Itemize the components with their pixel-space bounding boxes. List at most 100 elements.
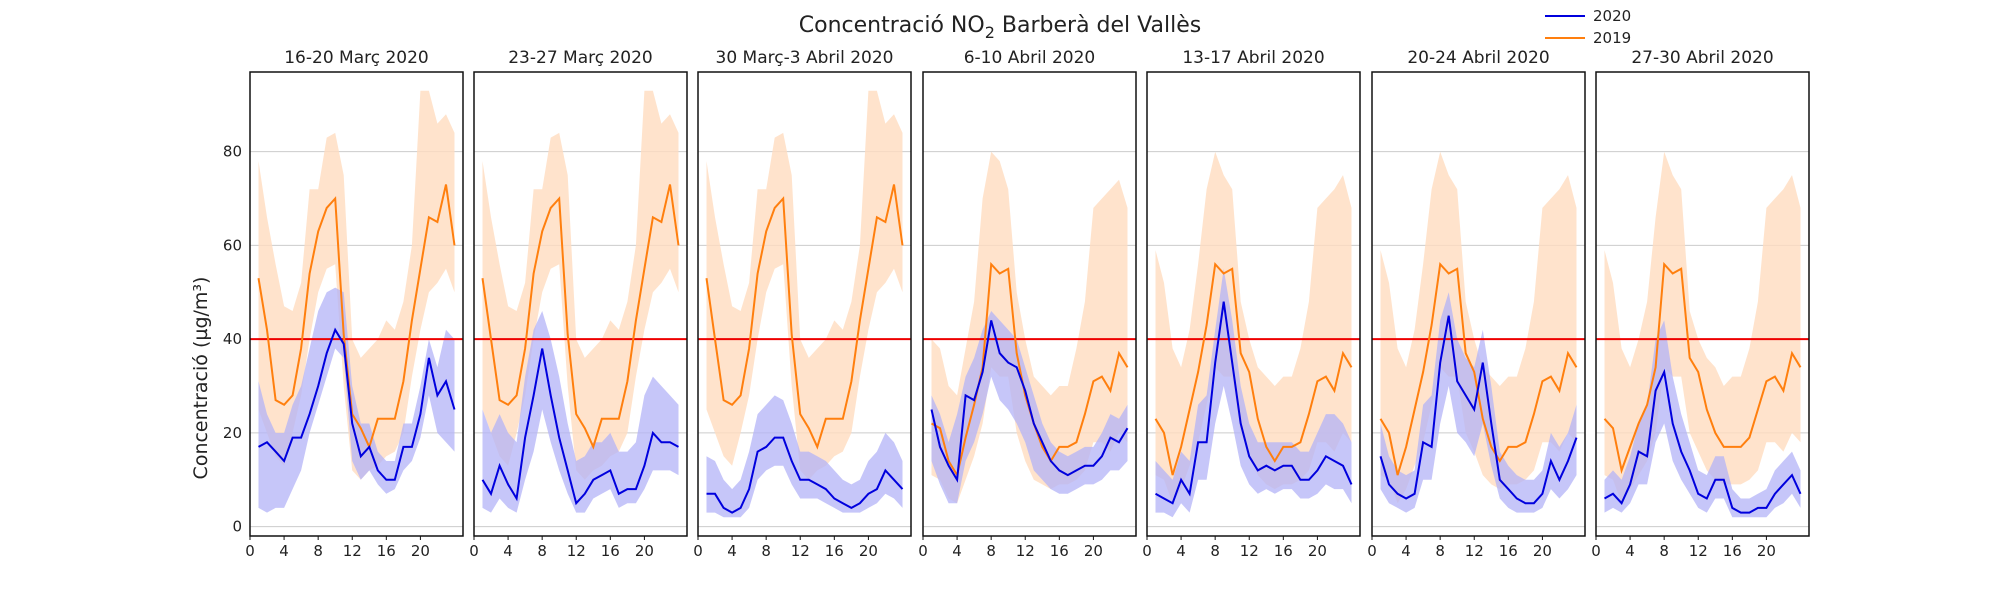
panel-title: 20-24 Abril 2020 (1407, 48, 1549, 68)
x-tick-label: 8 (313, 542, 323, 560)
x-tick-label: 12 (1240, 542, 1259, 560)
panel-title: 30 Març-3 Abril 2020 (716, 48, 894, 68)
x-tick-label: 20 (1533, 542, 1552, 560)
x-tick-label: 0 (918, 542, 928, 560)
x-tick-label: 0 (1142, 542, 1152, 560)
x-tick-label: 12 (1689, 542, 1708, 560)
band-2020 (1380, 292, 1577, 513)
x-tick-label: 0 (1367, 542, 1377, 560)
x-tick-label: 4 (503, 542, 513, 560)
x-tick-label: 8 (1210, 542, 1220, 560)
x-tick-label: 20 (411, 542, 430, 560)
panel-frame (473, 71, 688, 537)
series-line-2019 (1603, 261, 1802, 475)
x-tick-label: 8 (1435, 542, 1445, 560)
y-tick-label: 80 (223, 143, 242, 161)
x-tick-label: 16 (377, 542, 396, 560)
x-tick-label: 8 (1659, 542, 1669, 560)
series-line-2020 (930, 320, 1129, 483)
x-tick-label: 8 (986, 542, 996, 560)
panel-4: 6-10 Abril 2020 0 4 8 12 16 20 (918, 48, 1137, 560)
x-tick-label: 20 (1757, 542, 1776, 560)
x-tick-label: 12 (791, 542, 810, 560)
x-tick-label: 4 (1401, 542, 1411, 560)
series-line-2020 (1379, 315, 1578, 505)
x-tick-label: 16 (1274, 542, 1293, 560)
x-tick-label: 0 (693, 542, 703, 560)
band-2020 (1155, 268, 1352, 518)
x-tick-label: 12 (567, 542, 586, 560)
band-2019 (706, 90, 903, 480)
panel-title: 13-17 Abril 2020 (1182, 48, 1324, 68)
x-tick-label: 16 (825, 542, 844, 560)
x-tick-label: 20 (1084, 542, 1103, 560)
y-tick-label: 20 (223, 424, 242, 442)
y-tick-label: 40 (223, 330, 242, 348)
x-tick-label: 16 (1723, 542, 1742, 560)
panel-3: 30 Març-3 Abril 2020 0 4 8 12 16 20 (693, 48, 912, 560)
x-tick-label: 20 (1308, 542, 1327, 560)
series-line-2020 (706, 436, 904, 514)
x-tick-label: 20 (859, 542, 878, 560)
panel-5: 13-17 Abril 2020 0 4 8 12 16 20 (1142, 48, 1361, 560)
x-tick-label: 0 (469, 542, 479, 560)
x-tick-label: 4 (279, 542, 289, 560)
x-tick-label: 4 (952, 542, 962, 560)
series-line-2019 (1154, 261, 1353, 476)
panel-title: 27-30 Abril 2020 (1631, 48, 1773, 68)
panel-frame (1146, 71, 1361, 537)
legend: 2020 2019 (1545, 7, 1631, 47)
x-tick-label: 12 (1016, 542, 1035, 560)
series-line-2020 (258, 327, 456, 481)
series-line-2019 (257, 184, 456, 450)
x-tick-label: 4 (1625, 542, 1635, 560)
x-tick-label: 0 (1591, 542, 1601, 560)
panel-6: 20-24 Abril 2020 0 4 8 12 16 20 (1367, 48, 1586, 560)
panel-frame (922, 71, 1137, 537)
y-tick-label: 60 (223, 236, 242, 254)
x-tick-label: 8 (537, 542, 547, 560)
panel-2: 23-27 Març 2020 0 4 8 12 16 20 (469, 48, 688, 560)
chart-title-subscript: 2 (985, 23, 995, 42)
band-2020 (482, 311, 679, 513)
panel-1: 16-20 Març 2020 0 4 8 12 16 20 0 20 40 60 80 (223, 48, 464, 560)
series-line-2020 (481, 348, 679, 506)
x-tick-label: 12 (343, 542, 362, 560)
legend-label-2020: 2020 (1593, 7, 1631, 25)
y-axis-label: Concentració (µg/m³) (190, 277, 212, 480)
panel-title: 16-20 Març 2020 (284, 48, 429, 68)
panel-7: 27-30 Abril 2020 0 4 8 12 16 20 (1591, 48, 1810, 560)
panel-frame (697, 71, 912, 537)
band-2020 (258, 287, 455, 513)
x-tick-label: 4 (727, 542, 737, 560)
series-line-2020 (1155, 301, 1353, 505)
x-tick-label: 0 (245, 542, 255, 560)
chart-title: Concentració NO2 Barberà del Vallès (799, 13, 1201, 42)
x-tick-label: 8 (761, 542, 771, 560)
y-tick-label: 0 (232, 518, 242, 536)
chart-title-rest: Barberà del Vallès (995, 13, 1201, 38)
x-tick-label: 16 (1499, 542, 1518, 560)
x-tick-label: 20 (635, 542, 654, 560)
x-tick-label: 12 (1465, 542, 1484, 560)
x-tick-label: 16 (601, 542, 620, 560)
panel-title: 23-27 Març 2020 (508, 48, 653, 68)
series-line-2019 (705, 184, 904, 450)
x-tick-label: 16 (1050, 542, 1069, 560)
x-tick-label: 4 (1176, 542, 1186, 560)
series-line-2019 (481, 184, 680, 450)
band-2020 (706, 395, 903, 518)
chart-title-main: Concentració NO (799, 13, 985, 38)
panel-frame (1371, 71, 1586, 537)
panel-frame (1595, 71, 1810, 537)
legend-label-2019: 2019 (1593, 29, 1631, 47)
band-2019 (258, 90, 455, 480)
panel-title: 6-10 Abril 2020 (964, 48, 1096, 68)
panel-frame (249, 71, 464, 537)
band-2019 (1155, 151, 1352, 504)
series-line-2019 (1379, 261, 1578, 476)
series-line-2020 (1604, 368, 1802, 514)
band-2020 (1604, 320, 1801, 518)
